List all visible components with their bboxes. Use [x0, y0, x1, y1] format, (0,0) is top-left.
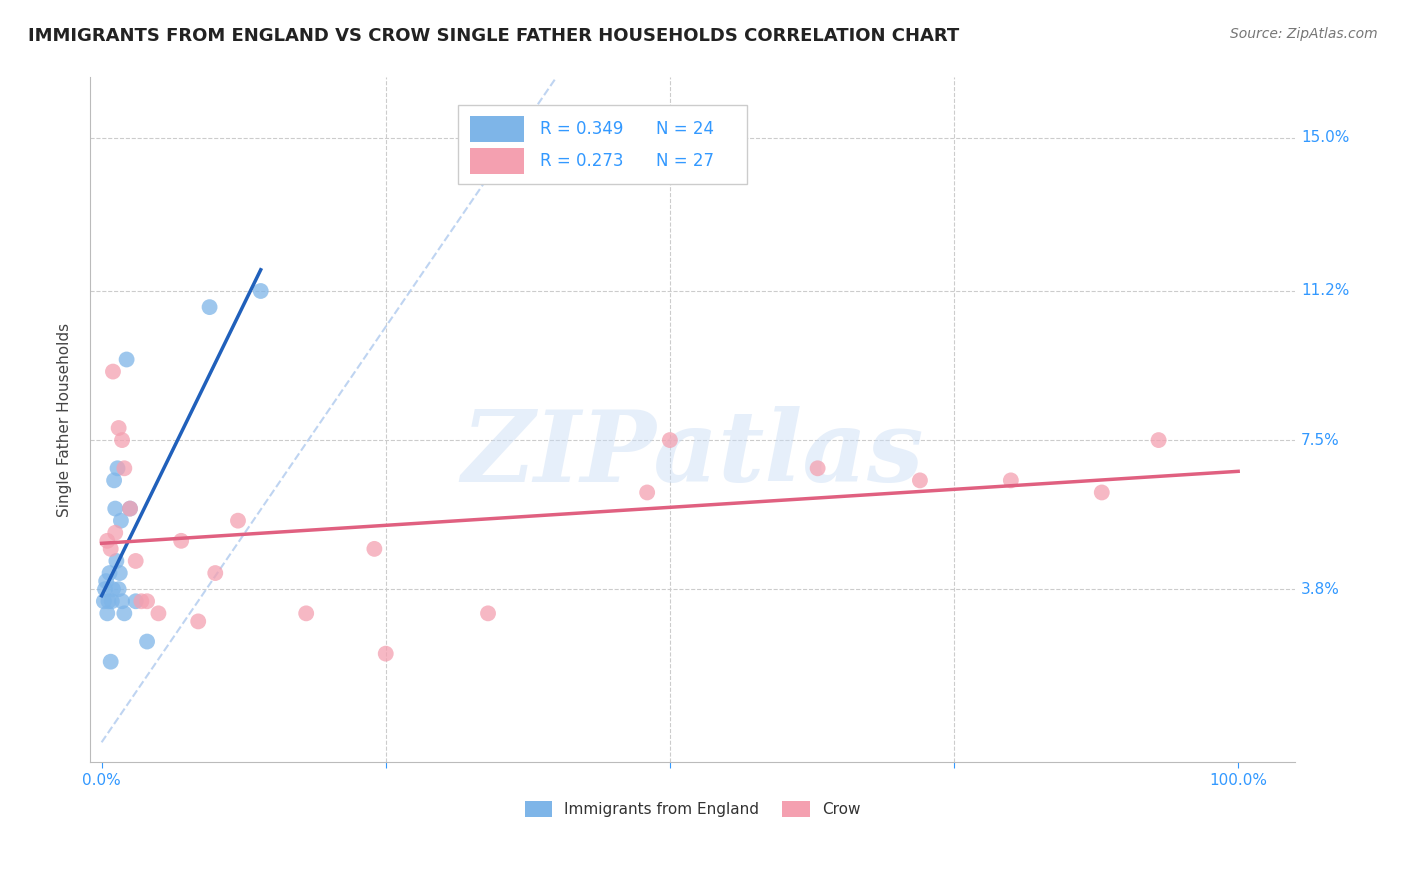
Point — [226, 514, 249, 528]
Y-axis label: Single Father Households: Single Father Households — [58, 323, 72, 517]
Point — [1091, 485, 1114, 500]
Point — [103, 474, 125, 488]
Point — [658, 433, 681, 447]
Point — [96, 607, 118, 621]
Point — [101, 365, 124, 379]
FancyBboxPatch shape — [470, 148, 524, 174]
Text: 15.0%: 15.0% — [1301, 130, 1350, 145]
Point — [118, 501, 141, 516]
Point — [807, 461, 830, 475]
Point — [125, 594, 148, 608]
Point — [100, 541, 122, 556]
Point — [136, 594, 159, 608]
Point — [636, 485, 658, 500]
Point — [107, 421, 129, 435]
Point — [98, 566, 121, 580]
Point — [374, 647, 396, 661]
Point — [110, 514, 132, 528]
Point — [204, 566, 226, 580]
FancyBboxPatch shape — [458, 105, 747, 184]
Point — [97, 594, 120, 608]
Point — [104, 525, 127, 540]
Point — [136, 634, 159, 648]
Text: Source: ZipAtlas.com: Source: ZipAtlas.com — [1230, 27, 1378, 41]
Point — [107, 582, 129, 597]
Point — [96, 533, 118, 548]
Text: R = 0.349: R = 0.349 — [540, 120, 623, 138]
Text: N = 27: N = 27 — [657, 152, 714, 169]
Point — [104, 501, 127, 516]
Point — [108, 566, 131, 580]
Point — [187, 615, 209, 629]
Point — [111, 433, 134, 447]
Point — [125, 554, 148, 568]
Point — [477, 607, 499, 621]
Point — [105, 554, 128, 568]
Point — [101, 594, 124, 608]
Text: 11.2%: 11.2% — [1301, 284, 1350, 299]
Point — [1147, 433, 1170, 447]
FancyBboxPatch shape — [470, 116, 524, 143]
Text: ZIPatlas: ZIPatlas — [461, 406, 924, 502]
Point — [908, 474, 931, 488]
Point — [107, 461, 129, 475]
Point — [170, 533, 193, 548]
Point — [295, 607, 318, 621]
Text: N = 24: N = 24 — [657, 120, 714, 138]
Legend: Immigrants from England, Crow: Immigrants from England, Crow — [519, 795, 866, 823]
Point — [94, 574, 117, 588]
Point — [131, 594, 153, 608]
Point — [94, 582, 117, 597]
Point — [100, 655, 122, 669]
Point — [111, 594, 134, 608]
Text: 7.5%: 7.5% — [1301, 433, 1340, 448]
Text: 3.8%: 3.8% — [1301, 582, 1340, 597]
Point — [198, 300, 221, 314]
Point — [112, 461, 135, 475]
Point — [112, 607, 135, 621]
Point — [363, 541, 385, 556]
Point — [93, 594, 115, 608]
Point — [148, 607, 170, 621]
Text: R = 0.273: R = 0.273 — [540, 152, 623, 169]
Point — [1000, 474, 1022, 488]
Point — [115, 352, 138, 367]
Point — [118, 501, 141, 516]
Point — [101, 582, 124, 597]
Point — [249, 284, 271, 298]
Text: IMMIGRANTS FROM ENGLAND VS CROW SINGLE FATHER HOUSEHOLDS CORRELATION CHART: IMMIGRANTS FROM ENGLAND VS CROW SINGLE F… — [28, 27, 959, 45]
